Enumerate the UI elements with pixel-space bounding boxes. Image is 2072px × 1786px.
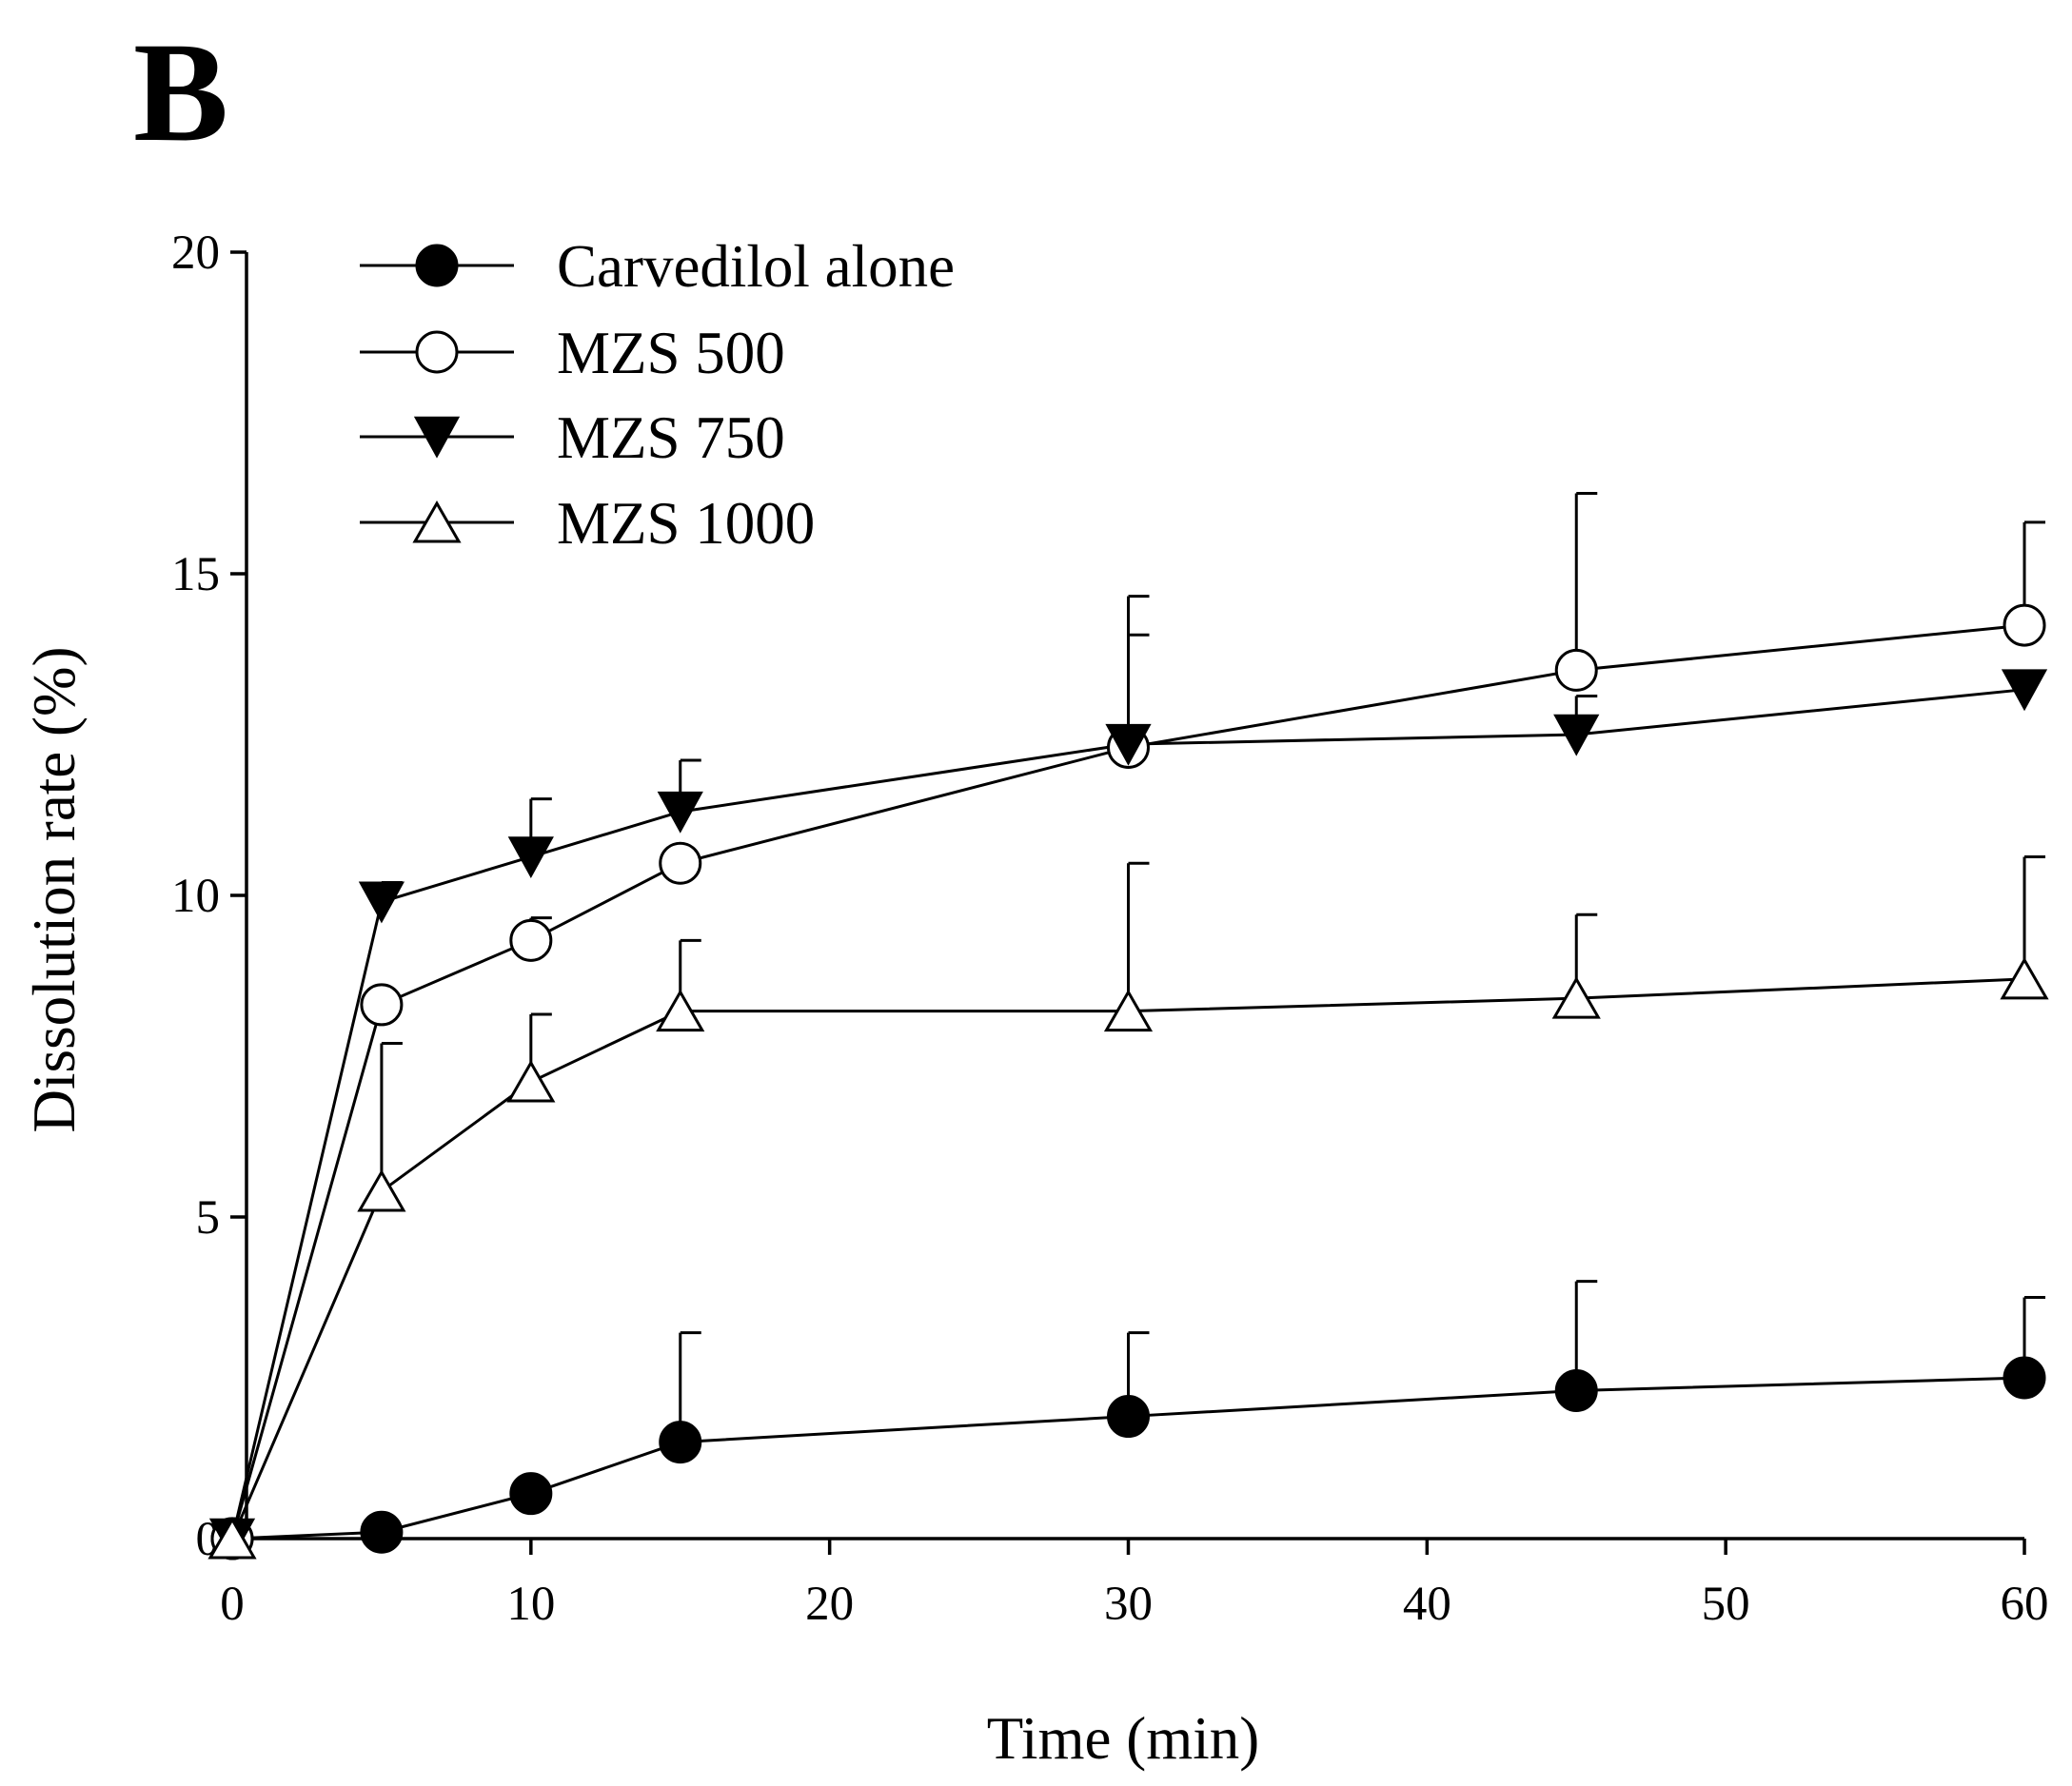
data-point bbox=[360, 1510, 404, 1554]
data-point bbox=[506, 1060, 556, 1103]
y-tick-label: 10 bbox=[171, 870, 220, 923]
legend-item: MZS 500 bbox=[360, 320, 785, 386]
data-point bbox=[507, 836, 554, 879]
y-tick-label: 20 bbox=[171, 226, 220, 280]
data-point bbox=[207, 1516, 257, 1560]
data-point bbox=[1554, 1369, 1598, 1413]
data-point bbox=[659, 841, 702, 885]
data-point bbox=[2001, 669, 2048, 712]
legend-marker bbox=[413, 416, 461, 459]
data-point bbox=[1554, 648, 1598, 692]
data-point bbox=[509, 1472, 553, 1516]
legend-label: MZS 500 bbox=[557, 320, 785, 386]
x-tick-label: 0 bbox=[220, 1578, 245, 1631]
data-markers bbox=[207, 603, 2049, 1560]
legend-label: MZS 750 bbox=[557, 404, 785, 471]
data-point bbox=[1553, 714, 1600, 756]
legend-item: MZS 750 bbox=[360, 404, 785, 471]
legend-label: Carvedilol alone bbox=[557, 233, 955, 300]
legend-marker bbox=[415, 244, 459, 287]
x-tick-label: 60 bbox=[2001, 1578, 2049, 1631]
y-tick-label: 5 bbox=[196, 1191, 221, 1245]
legend-marker bbox=[415, 330, 459, 374]
data-point bbox=[360, 983, 404, 1027]
x-tick-label: 10 bbox=[506, 1578, 555, 1631]
legend: Carvedilol alone MZS 500 MZS 750 MZS 1000 bbox=[360, 233, 955, 557]
data-point bbox=[657, 791, 703, 834]
y-axis-title: Dissolution rate (%) bbox=[21, 647, 88, 1133]
legend-item: Carvedilol alone bbox=[360, 233, 955, 300]
data-point bbox=[2000, 956, 2049, 1000]
panel-label: B bbox=[133, 13, 228, 171]
data-point bbox=[509, 918, 553, 962]
data-point bbox=[1107, 1395, 1150, 1439]
error-bars bbox=[380, 492, 2045, 1443]
legend-item: MZS 1000 bbox=[360, 490, 815, 557]
data-point bbox=[357, 1168, 406, 1212]
x-tick-label: 20 bbox=[805, 1578, 854, 1631]
x-tick-label: 50 bbox=[1702, 1578, 1750, 1631]
data-point bbox=[656, 989, 705, 1032]
series-line bbox=[230, 977, 2025, 1540]
data-point bbox=[2003, 603, 2046, 647]
data-point bbox=[1105, 723, 1152, 766]
data-point bbox=[1551, 976, 1601, 1019]
data-point bbox=[358, 881, 405, 924]
x-tick-label: 30 bbox=[1104, 1578, 1153, 1631]
legend-label: MZS 1000 bbox=[557, 490, 815, 557]
x-tick-label: 40 bbox=[1403, 1578, 1451, 1631]
data-point bbox=[2003, 1356, 2046, 1400]
y-tick-label: 15 bbox=[171, 548, 220, 601]
legend-marker bbox=[412, 500, 462, 543]
data-point bbox=[1103, 989, 1154, 1032]
data-point bbox=[659, 1421, 702, 1464]
x-axis-title: Time (min) bbox=[987, 1705, 1259, 1772]
